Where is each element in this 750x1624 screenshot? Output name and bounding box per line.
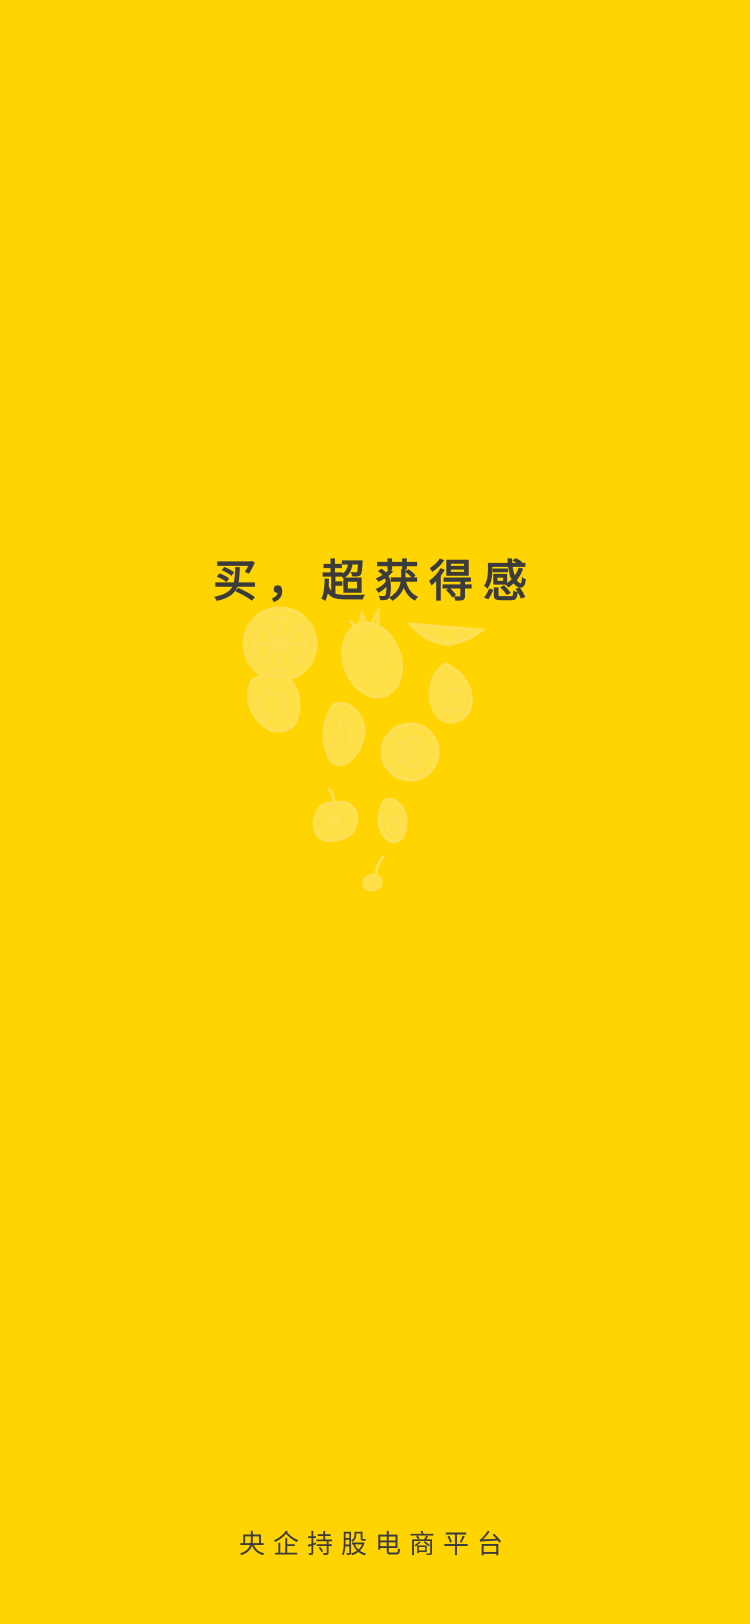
tagline: 买，超获得感	[213, 556, 537, 607]
papaya-icon	[322, 701, 366, 767]
watermelon-slice-icon	[406, 622, 487, 647]
cherry-icon	[362, 854, 386, 892]
fruit-illustration	[242, 606, 487, 892]
avocado-icon	[428, 662, 473, 724]
orange-slice-icon	[242, 606, 318, 682]
pear-icon	[377, 797, 408, 844]
dragon-fruit-icon	[341, 606, 403, 699]
apricot-icon	[247, 673, 301, 733]
kiwi-icon	[380, 722, 440, 782]
platform-slogan: 央企持股电商平台	[238, 1530, 511, 1560]
apple-icon	[312, 786, 359, 843]
